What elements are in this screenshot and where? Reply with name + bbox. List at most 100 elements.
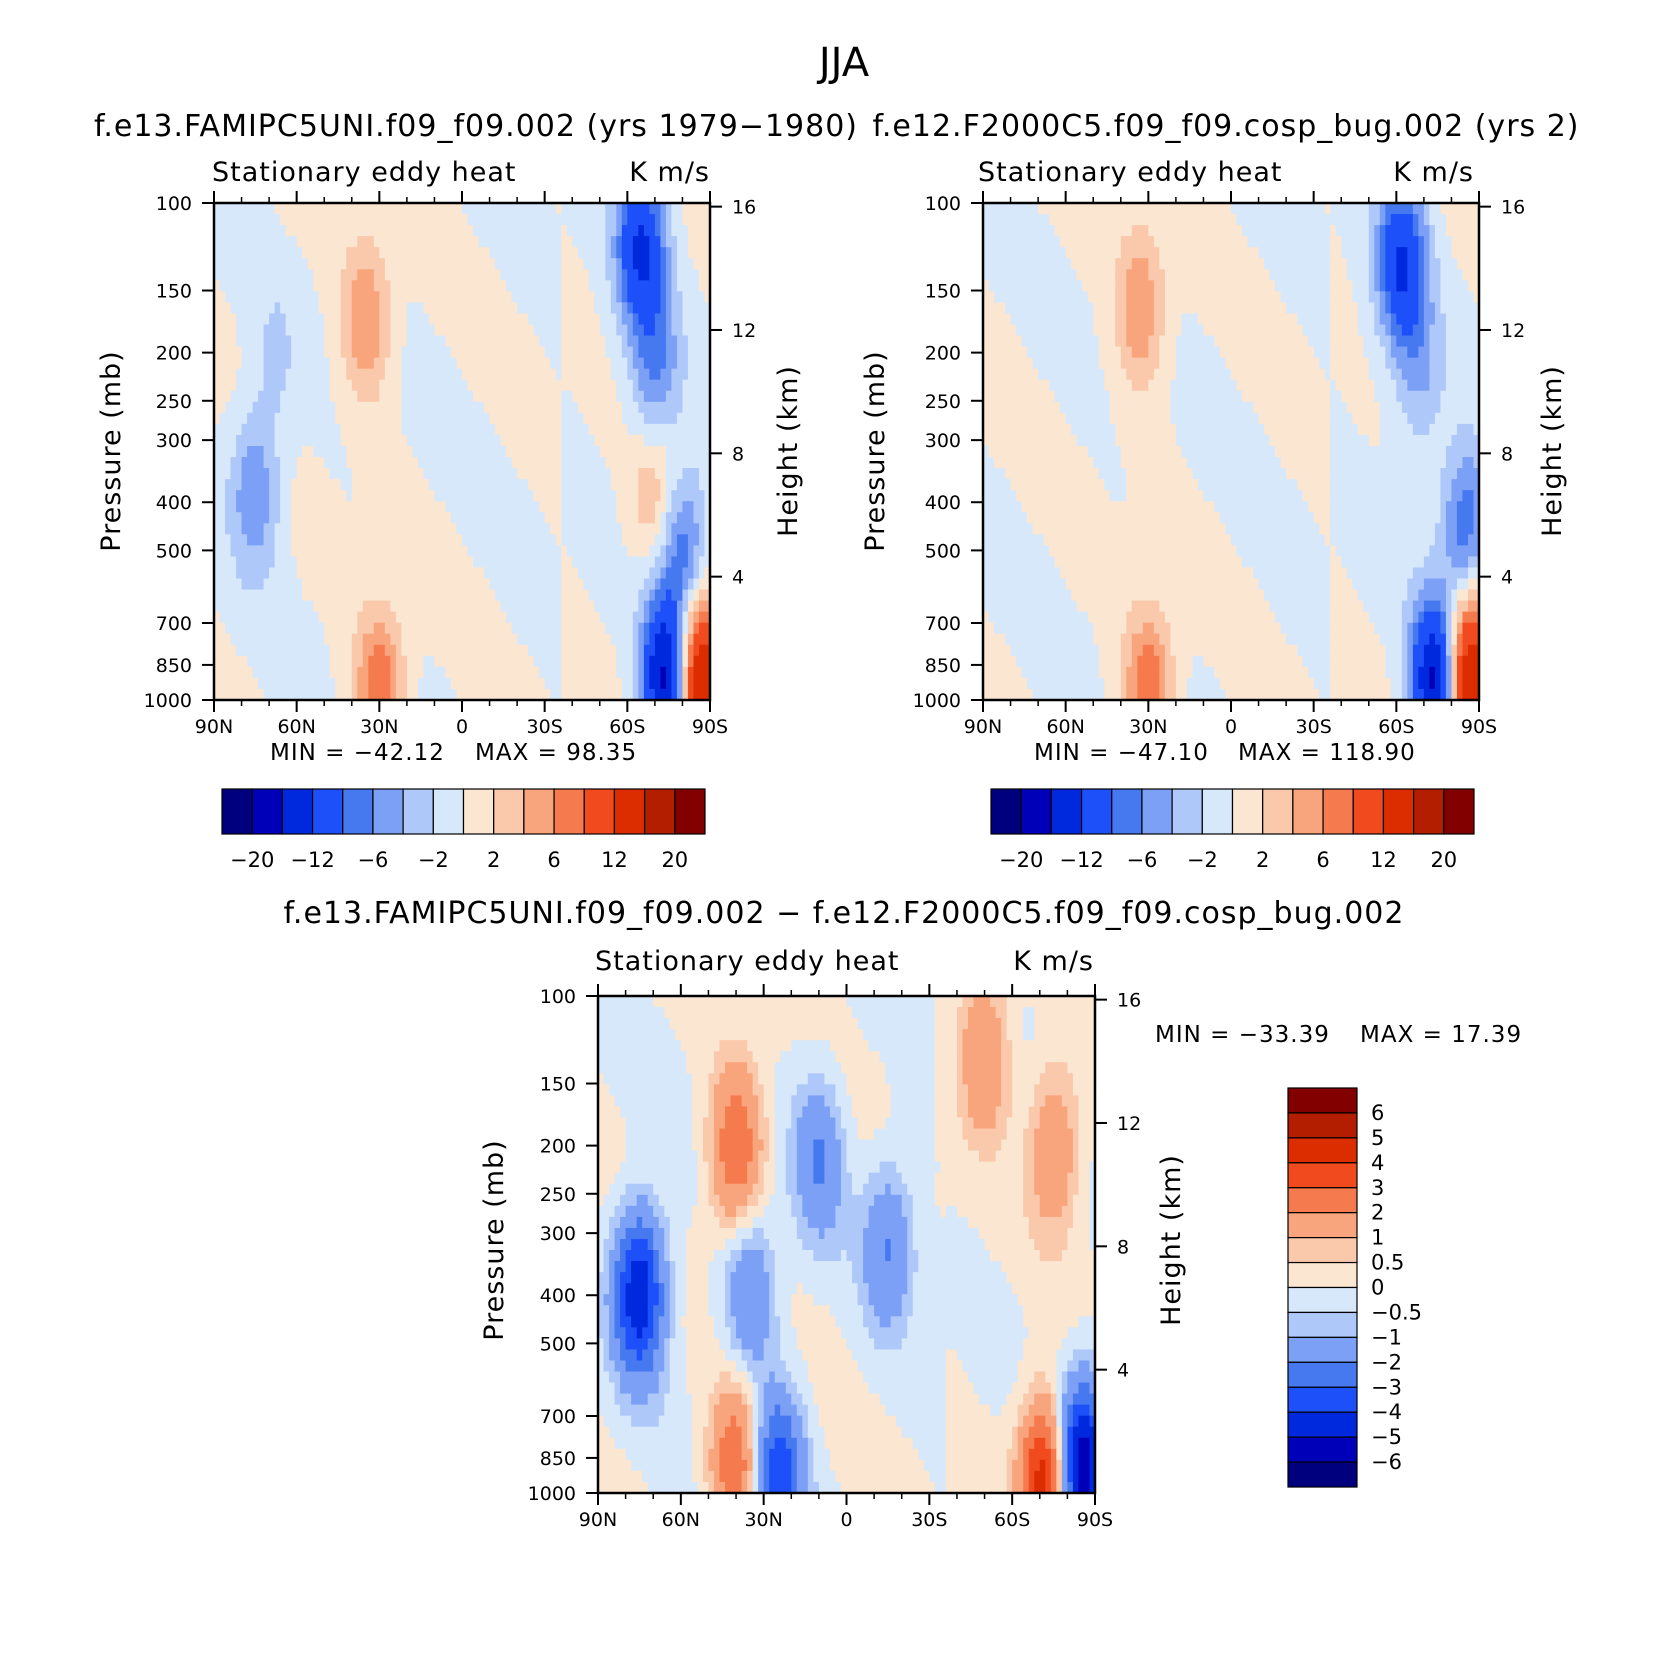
contour-cell [561,688,568,701]
contour-cell [428,655,436,668]
contour-cell [307,379,314,392]
contour-cell [1242,225,1249,237]
contour-cell [373,335,380,348]
contour-cell [638,401,645,414]
contour-cell [566,501,573,513]
contour-cell [693,214,700,226]
contour-cell [357,545,364,558]
contour-cell [632,346,639,359]
contour-cell [994,302,1001,315]
contour-cell [456,666,463,679]
contour-cell [285,512,292,524]
contour-cell [632,324,639,337]
contour-cell [1473,247,1480,259]
contour-cell [241,324,248,337]
contour-cell [1170,258,1177,270]
contour-cell [252,225,259,237]
contour-cell [307,335,314,348]
contour-cell [539,313,546,326]
contour-cell [428,214,436,226]
contour-cell [428,379,436,392]
contour-cell [616,677,623,690]
contour-cell [1021,203,1028,215]
contour-cell [533,247,540,259]
contour-cell [401,677,408,690]
contour-cell [236,269,243,281]
contour-cell [241,655,248,668]
contour-cell [687,225,695,237]
contour-cell [1214,225,1221,237]
contour-cell [1313,291,1320,303]
contour-cell [285,523,292,535]
contour-cell [1363,236,1370,248]
contour-cell [550,445,557,458]
contour-cell [489,501,496,513]
contour-cell [1396,203,1403,215]
min-label: MIN = −47.10 [1034,740,1209,766]
contour-cell [665,412,673,425]
contour-cell [1280,236,1287,248]
contour-cell [445,688,452,701]
contour-cell [610,225,617,237]
contour-cell [428,545,436,558]
contour-cell [417,313,425,326]
contour-cell [660,236,667,248]
contour-cell [983,302,990,315]
contour-cell [1071,247,1078,259]
contour-cell [1159,258,1166,270]
contour-cell [627,357,634,370]
contour-cell [263,291,270,303]
contour-cell [368,688,375,701]
contour-cell [1423,269,1430,281]
contour-cell [263,523,270,535]
contour-cell [1368,291,1375,303]
contour-cell [616,445,623,458]
contour-cell [1027,280,1034,292]
contour-cell [445,445,452,458]
contour-cell [219,412,226,425]
contour-cell [1142,214,1149,226]
contour-cell [1423,225,1430,237]
contour-cell [214,688,221,701]
contour-cell [621,291,628,303]
contour-cell [506,534,513,546]
contour-cell [676,390,684,403]
contour-cell [296,523,303,535]
contour-cell [1401,225,1408,237]
contour-cell [1027,269,1034,281]
contour-cell [500,545,507,558]
contour-cell [676,291,684,303]
contour-cell [280,622,287,635]
contour-cell [500,512,507,524]
contour-cell [682,434,689,447]
contour-cell [1374,225,1381,237]
contour-cell [285,644,292,657]
contour-cell [577,523,584,535]
contour-cell [698,589,706,602]
contour-cell [682,534,689,546]
contour-cell [368,280,375,292]
contour-cell [1253,247,1260,259]
contour-cell [236,247,243,259]
contour-cell [605,280,612,292]
contour-cell [362,633,369,646]
contour-cell [329,445,336,458]
contour-cell [649,357,656,370]
contour-cell [638,611,645,624]
contour-cell [495,445,502,458]
contour-cell [671,247,678,259]
contour-cell [1082,247,1089,259]
contour-cell [379,368,386,381]
contour-cell [621,236,628,248]
contour-cell [489,379,496,392]
contour-cell [638,247,645,259]
contour-cell [247,302,254,315]
contour-cell [566,578,573,591]
contour-cell [280,523,287,535]
contour-cell [395,523,402,535]
contour-cell [362,666,369,679]
contour-cell [522,578,529,591]
contour-cell [495,490,502,502]
contour-cell [999,280,1006,292]
contour-cell [445,578,452,591]
